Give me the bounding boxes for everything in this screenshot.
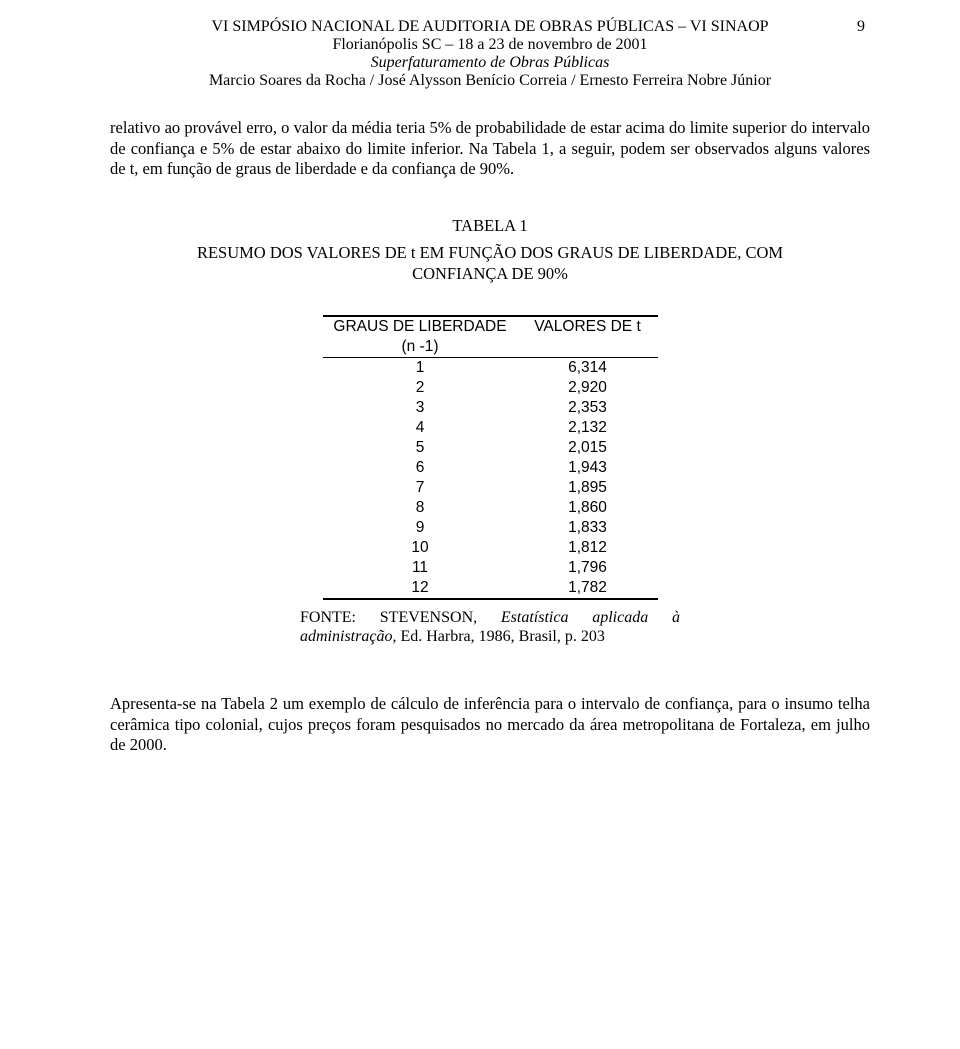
table-container: GRAUS DE LIBERDADE VALORES DE t (n -1) 1… [110, 315, 870, 600]
table-row: 3 2,353 [323, 398, 658, 418]
table-header-row: GRAUS DE LIBERDADE VALORES DE t [323, 316, 658, 337]
table-cell-t: 1,812 [518, 538, 658, 558]
table-cell-t: 6,314 [518, 357, 658, 378]
table-header-col1-line1: GRAUS DE LIBERDADE [323, 316, 518, 337]
table-row: 5 2,015 [323, 438, 658, 458]
table-subtitle: RESUMO DOS VALORES DE t EM FUNÇÃO DOS GR… [170, 242, 810, 285]
table-header-row2: (n -1) [323, 337, 658, 358]
source-author: STEVENSON, [380, 609, 477, 626]
table-row: 2 2,920 [323, 378, 658, 398]
table-cell-t: 1,796 [518, 558, 658, 578]
table-cell-g: 7 [323, 478, 518, 498]
table-row: 10 1,812 [323, 538, 658, 558]
table-row: 7 1,895 [323, 478, 658, 498]
table-row: 8 1,860 [323, 498, 658, 518]
table-cell-g: 2 [323, 378, 518, 398]
table-cell-t: 2,015 [518, 438, 658, 458]
source-label: FONTE: [300, 609, 356, 626]
header-subject: Superfaturamento de Obras Públicas [110, 54, 870, 72]
table-cell-g: 6 [323, 458, 518, 478]
table-header-col1-line2: (n -1) [323, 337, 518, 358]
table-cell-t: 1,860 [518, 498, 658, 518]
table-row: 1 6,314 [323, 357, 658, 378]
table-cell-g: 8 [323, 498, 518, 518]
header-title: VI SIMPÓSIO NACIONAL DE AUDITORIA DE OBR… [110, 18, 870, 36]
header-location-date: Florianópolis SC – 18 a 23 de novembro d… [110, 36, 870, 54]
table-cell-t: 1,782 [518, 578, 658, 599]
table-cell-g: 12 [323, 578, 518, 599]
table-cell-g: 11 [323, 558, 518, 578]
source-rest: , Ed. Harbra, 1986, Brasil, p. 203 [392, 628, 604, 645]
document-header: VI SIMPÓSIO NACIONAL DE AUDITORIA DE OBR… [110, 18, 870, 90]
table-cell-g: 9 [323, 518, 518, 538]
header-authors: Marcio Soares da Rocha / José Alysson Be… [110, 72, 870, 90]
table-cell-g: 3 [323, 398, 518, 418]
intro-paragraph: relativo ao provável erro, o valor da mé… [110, 118, 870, 180]
table-cell-g: 4 [323, 418, 518, 438]
table-cell-t: 2,353 [518, 398, 658, 418]
table-cell-g: 1 [323, 357, 518, 378]
t-values-table: GRAUS DE LIBERDADE VALORES DE t (n -1) 1… [323, 315, 658, 600]
table-header-col2: VALORES DE t [518, 316, 658, 337]
table-cell-t: 1,833 [518, 518, 658, 538]
table-source: FONTE: STEVENSON, Estatística aplicada à… [300, 608, 680, 646]
closing-paragraph: Apresenta-se na Tabela 2 um exemplo de c… [110, 694, 870, 756]
table-cell-t: 2,920 [518, 378, 658, 398]
table-row: 11 1,796 [323, 558, 658, 578]
table-title: TABELA 1 [110, 216, 870, 236]
table-row: 12 1,782 [323, 578, 658, 599]
table-cell-g: 10 [323, 538, 518, 558]
table-title-block: TABELA 1 RESUMO DOS VALORES DE t EM FUNÇ… [110, 216, 870, 285]
page-number: 9 [857, 18, 865, 36]
table-cell-t: 2,132 [518, 418, 658, 438]
table-row: 9 1,833 [323, 518, 658, 538]
table-row: 4 2,132 [323, 418, 658, 438]
table-header-col2-blank [518, 337, 658, 358]
table-cell-t: 1,895 [518, 478, 658, 498]
table-cell-g: 5 [323, 438, 518, 458]
table-cell-t: 1,943 [518, 458, 658, 478]
table-row: 6 1,943 [323, 458, 658, 478]
